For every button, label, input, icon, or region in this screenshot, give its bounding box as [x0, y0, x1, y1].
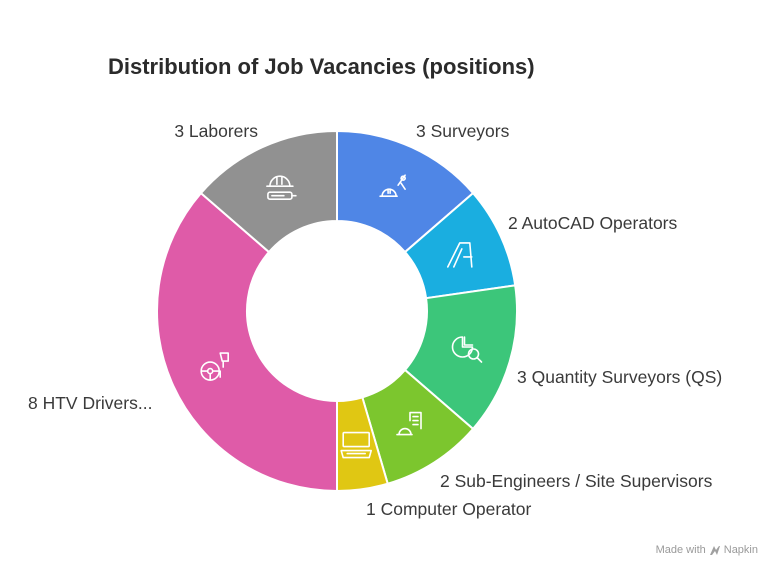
footer-brand: Made with Napkin	[656, 544, 758, 556]
slices-group	[156, 129, 518, 493]
napkin-brand-text: Napkin	[723, 544, 758, 556]
labels-group: 3 Surveyors 2 AutoCAD Operators 3 Quantity…	[28, 121, 722, 519]
chart-magnifier-icon	[451, 336, 483, 363]
helmet-building-icon	[396, 411, 422, 436]
napkin-logo-icon	[709, 545, 720, 555]
slice-label-3: 2 Sub-Engineers / Site Supervisors	[440, 471, 713, 491]
slice-label-2: 3 Quantity Surveyors (QS)	[517, 367, 722, 387]
steering-wheel-icon	[200, 352, 229, 381]
slice-label-0: 3 Surveyors	[416, 121, 510, 141]
autocad-logo-icon	[446, 242, 473, 268]
icons-group	[200, 174, 483, 459]
slice-label-4: 1 Computer Operator	[366, 499, 532, 519]
chart-title: Distribution of Job Vacancies (positions…	[108, 54, 535, 79]
slice-5	[156, 191, 338, 493]
computer-icon	[340, 431, 373, 459]
slice-label-1: 2 AutoCAD Operators	[508, 213, 677, 233]
slice-label-5: 8 HTV Drivers...	[28, 393, 152, 413]
surveyor-helmet-compass-icon	[379, 174, 406, 197]
made-with-text: Made with	[655, 544, 706, 556]
slice-label-6: 3 Laborers	[174, 121, 258, 141]
helmet-tool-icon	[266, 175, 297, 200]
